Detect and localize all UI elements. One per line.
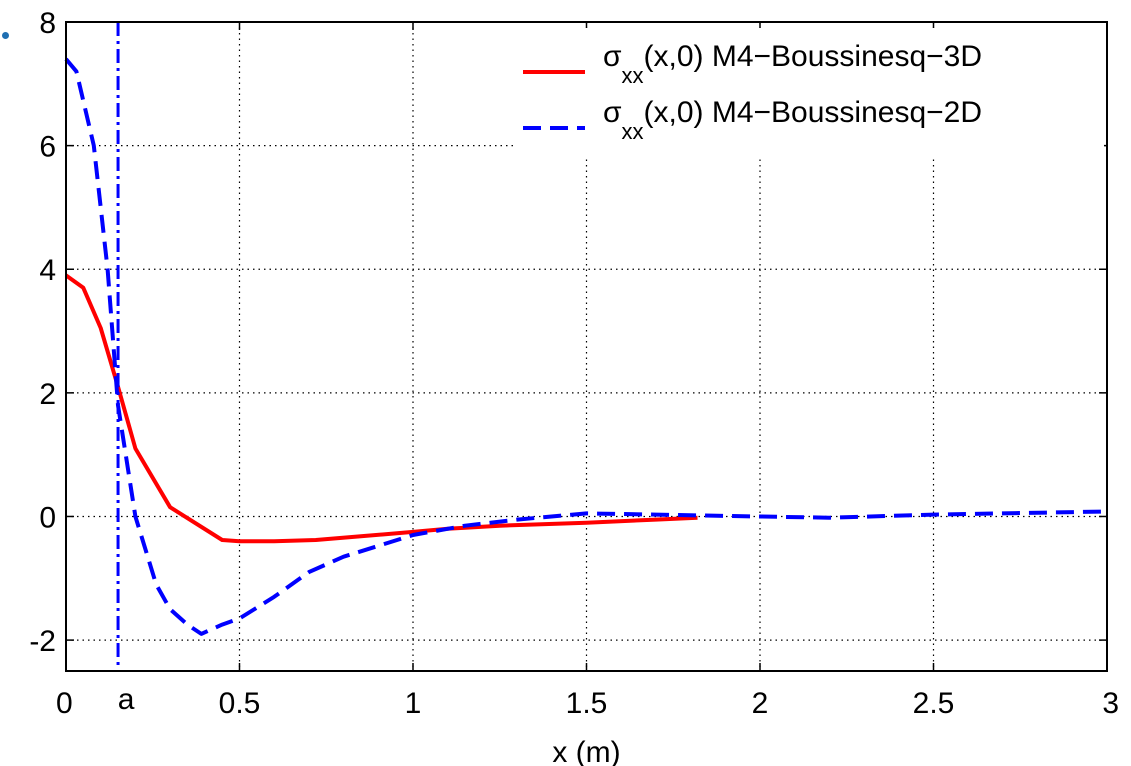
legend: σxx(x,0) M4−Boussinesq−3D σxx(x,0) M4−Bou… [516,28,1104,158]
x-axis-label: x (m) [552,736,620,766]
legend-background [516,28,1104,158]
y-tick-label: 0 [39,501,56,534]
marker-label: a [118,683,135,716]
x-tick-label: 1.5 [566,687,608,720]
legend-label-1: σxx(x,0) M4−Boussinesq−3D [603,40,982,88]
x-tick-label: 0 [56,687,73,720]
x-tick-label: 1 [405,687,422,720]
y-tick-label: 8 [39,7,56,40]
y-tick-label: 4 [39,254,56,287]
corner-bullet [2,32,9,39]
y-tick-label: 2 [39,378,56,411]
y-tick-label: -2 [29,625,56,658]
series-line-1 [64,273,698,544]
y-tick-label: 6 [39,131,56,164]
series-layer [64,57,1108,636]
grid-lines [66,22,1107,671]
series-line-2 [64,57,1108,636]
x-tick-label: 2.5 [913,687,955,720]
x-tick-label: 2 [752,687,769,720]
legend-label-2: σxx(x,0) M4−Boussinesq−2D [603,96,982,144]
x-tick-label: 0.5 [219,687,261,720]
x-tick-label: 3 [1102,687,1119,720]
